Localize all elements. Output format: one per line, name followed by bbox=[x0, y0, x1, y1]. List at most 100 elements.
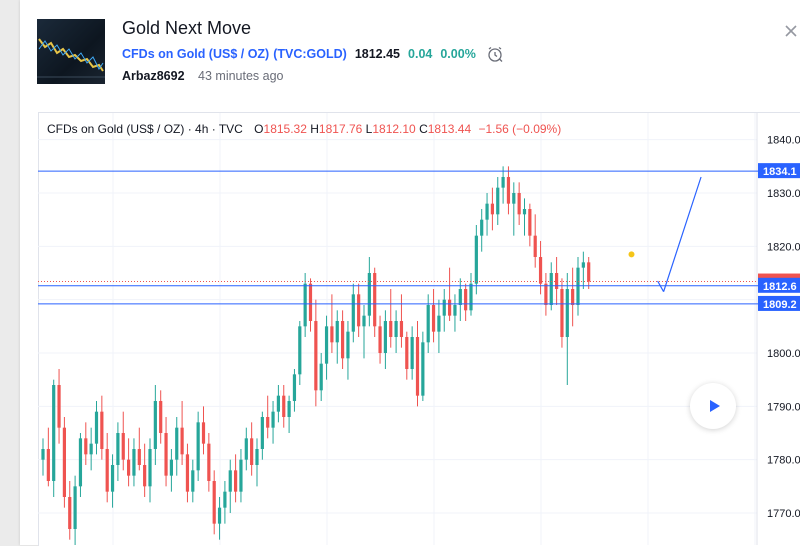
candle-body bbox=[357, 294, 361, 327]
candle-body bbox=[52, 385, 56, 481]
candle-body bbox=[116, 433, 120, 465]
candle-body bbox=[512, 193, 516, 204]
price-scale-label-bg bbox=[758, 277, 800, 293]
candle-body bbox=[175, 427, 179, 460]
candle-body bbox=[191, 470, 195, 492]
idea-title[interactable]: Gold Next Move bbox=[122, 18, 252, 38]
candle-body bbox=[587, 262, 591, 282]
candle-body bbox=[351, 294, 355, 332]
idea-thumbnail[interactable] bbox=[37, 19, 105, 84]
candle-body bbox=[453, 305, 457, 316]
candle-body bbox=[185, 454, 190, 492]
candle-body bbox=[314, 321, 318, 391]
candle-body bbox=[501, 177, 505, 188]
author-name-link[interactable]: Arbaz8692 bbox=[122, 69, 185, 83]
candle-body bbox=[250, 438, 254, 465]
candle-body bbox=[282, 395, 286, 417]
y-tick-label: 1790.00 bbox=[767, 401, 800, 413]
candle-body bbox=[431, 305, 436, 332]
legend-low-label: L bbox=[365, 122, 373, 136]
symbol-ticker-link[interactable]: (TVC:GOLD) bbox=[273, 47, 347, 61]
candle-body bbox=[78, 438, 83, 487]
candle-body bbox=[538, 257, 543, 284]
y-tick-label: 1780.00 bbox=[767, 455, 800, 467]
candle-body bbox=[324, 326, 329, 364]
candle-body bbox=[57, 385, 61, 428]
price-scale-label: 1812.6 bbox=[763, 281, 797, 293]
candle-body bbox=[426, 305, 430, 343]
candle-body bbox=[276, 395, 280, 412]
candle-body bbox=[255, 449, 259, 465]
symbol-change-percent: 0.00% bbox=[440, 47, 476, 61]
candle-body bbox=[528, 209, 532, 236]
candle-body bbox=[490, 203, 494, 215]
candle-body bbox=[153, 401, 157, 449]
symbol-name-link[interactable]: CFDs on Gold (US$ / OZ) bbox=[122, 47, 270, 61]
price-scale-label: 1834.1 bbox=[763, 166, 797, 178]
candle-body bbox=[560, 289, 564, 337]
candle-body bbox=[533, 235, 537, 257]
candle-body bbox=[212, 481, 216, 524]
candle-body bbox=[496, 187, 500, 215]
candle-body bbox=[319, 363, 323, 391]
projection-line-tip bbox=[657, 280, 665, 292]
candle-body bbox=[415, 337, 420, 396]
author-row: Arbaz8692 43 minutes ago bbox=[122, 69, 284, 83]
candle-body bbox=[394, 321, 398, 337]
candle-body bbox=[239, 459, 243, 492]
candle-body bbox=[73, 486, 77, 529]
candle-body bbox=[180, 427, 184, 455]
event-marker-dot bbox=[628, 251, 635, 258]
candle-body bbox=[448, 299, 452, 316]
candle-body bbox=[362, 315, 366, 327]
candle-body bbox=[437, 315, 441, 332]
candle-body bbox=[164, 433, 168, 476]
candle-body bbox=[480, 219, 484, 236]
legend-low-value: 1812.10 bbox=[372, 122, 416, 136]
candle-body bbox=[207, 443, 211, 481]
candle-body bbox=[549, 273, 553, 305]
candle-body bbox=[303, 283, 307, 327]
y-tick-label: 1830.00 bbox=[767, 188, 800, 200]
candle-body bbox=[234, 470, 238, 492]
legend-change: −1.56 (−0.09%) bbox=[478, 122, 562, 136]
candle-body bbox=[373, 273, 377, 327]
candle-body bbox=[266, 417, 270, 428]
candle-body bbox=[571, 289, 575, 305]
candle-body bbox=[474, 235, 478, 284]
price-scale-label-bg bbox=[758, 295, 800, 311]
close-icon[interactable] bbox=[784, 24, 798, 38]
candle-body bbox=[565, 289, 569, 337]
candlestick-chart[interactable]: 1840.001830.001820.001810.001800.001790.… bbox=[38, 113, 800, 545]
candle-body bbox=[421, 342, 425, 396]
candle-body bbox=[105, 449, 109, 492]
candle-body bbox=[244, 438, 248, 460]
candle-body bbox=[469, 283, 473, 311]
alarm-clock-icon[interactable] bbox=[486, 45, 504, 63]
legend-close-label: C bbox=[419, 122, 428, 136]
play-button[interactable] bbox=[690, 383, 736, 429]
candle-body bbox=[544, 283, 548, 305]
symbol-info-row: CFDs on Gold (US$ / OZ) (TVC:GOLD) 1812.… bbox=[122, 45, 504, 63]
candle-body bbox=[110, 465, 115, 492]
legend-close-value: 1813.44 bbox=[427, 122, 472, 136]
candle-body bbox=[127, 459, 131, 476]
candle-body bbox=[383, 321, 387, 353]
legend-title: CFDs on Gold (US$ / OZ) · 4h · TVC bbox=[47, 122, 243, 136]
y-tick-label: 1800.00 bbox=[767, 348, 800, 360]
legend-open-label: O bbox=[254, 122, 264, 136]
candle-body bbox=[464, 289, 468, 311]
candle-body bbox=[143, 465, 147, 487]
candle-body bbox=[132, 449, 136, 476]
candle-body bbox=[89, 443, 93, 455]
candle-body bbox=[458, 289, 462, 305]
candle-body bbox=[68, 497, 72, 529]
candle-body bbox=[137, 449, 141, 465]
candle-body bbox=[46, 449, 50, 481]
projection-line bbox=[663, 176, 702, 292]
candle-body bbox=[341, 321, 345, 359]
candle-body bbox=[335, 321, 339, 343]
candle-body bbox=[576, 267, 580, 305]
candle-body bbox=[271, 411, 275, 428]
candle-body bbox=[41, 449, 45, 460]
